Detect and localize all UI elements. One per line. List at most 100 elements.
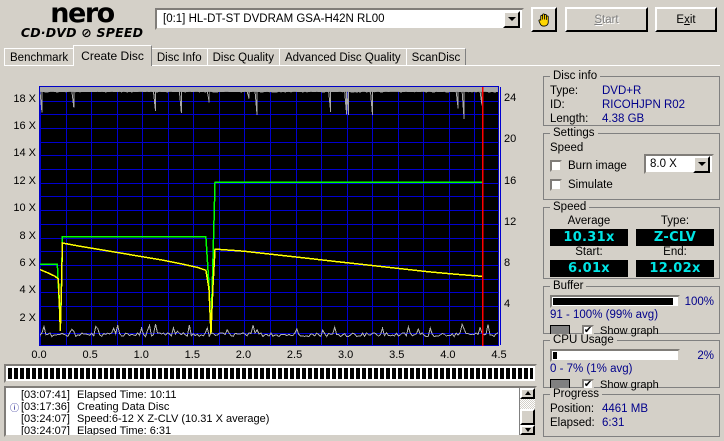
y-axis-tick-left: 4 X [19,284,36,297]
tab-benchmark[interactable]: Benchmark [4,48,75,66]
progress-segment [200,368,204,379]
progress-segment [530,368,533,379]
drive-select-combobox[interactable]: [0:1] HL-DT-ST DVDRAM GSA-H42N RL00 [155,8,524,30]
simulate-label: Simulate [568,178,613,191]
progress-segment [92,368,96,379]
log-row[interactable]: [03:07:41] Elapsed Time: 10:11 [8,389,519,401]
progress-segment [56,368,60,379]
progress-segment [344,368,348,379]
log-scrollbar[interactable] [519,388,535,435]
disc-type-label: Type: [550,85,579,97]
speed-type-value: Z-CLV [636,229,714,246]
progress-segment [332,368,336,379]
gridline-horizontal [40,333,498,334]
progress-segment [248,368,252,379]
log-panel[interactable]: [03:07:41] Elapsed Time: 10:11 ⓘ [03:17:36]… [4,386,537,437]
tab-create-disc[interactable]: Create Disc [73,45,152,66]
progress-segment [434,368,438,379]
start-button-label: Start [594,13,619,26]
gridline-vertical [142,87,143,345]
buffer-group: Buffer 100% 91 - 100% (99% avg) ✔ Show g… [543,280,720,337]
progress-segment [20,368,24,379]
speed-graph[interactable] [39,86,501,346]
tab-disc-info[interactable]: Disc Info [150,48,208,66]
start-button[interactable]: Start [565,7,648,32]
tab-advanced-disc-quality[interactable]: Advanced Disc Quality [278,48,407,66]
chevron-down-icon[interactable] [693,155,710,173]
eject-hand-icon[interactable] [531,7,557,32]
buffer-title: Buffer [550,280,587,292]
cpu-percent: 2% [697,349,714,362]
gridline-vertical [372,87,373,345]
chevron-down-icon[interactable] [503,10,520,28]
simulate-checkbox-row[interactable]: Simulate [550,176,714,193]
speed-select[interactable]: 8.0 X [644,154,714,174]
progress-segment [290,368,294,379]
log-timestamp: [03:17:36] [21,401,70,413]
log-row[interactable]: [03:24:07] Speed:6-12 X Z-CLV (10.31 X av… [8,413,519,425]
progress-segment [140,368,144,379]
tab-disc-quality[interactable]: Disc Quality [206,48,280,66]
gridline-vertical [117,87,118,345]
progress-segment [146,368,150,379]
progress-segment [62,368,66,379]
cpu-usage-title: CPU Usage [550,334,617,346]
tab-label: Disc Quality [212,51,274,64]
speed-setting-row: Speed [550,141,714,155]
y-axis-tick-right: 24 [504,92,517,105]
logo-subtitle: CD·DVD ⊘ SPEED [20,25,144,40]
progress-segment [404,368,408,379]
progress-segment [386,368,390,379]
burn-image-checkbox-row[interactable]: Burn image [550,157,714,174]
progress-segment [350,368,354,379]
gridline-vertical [398,87,399,345]
x-axis-tick: 0.0 [31,349,47,361]
exit-button[interactable]: Exit [655,7,717,32]
progress-segment [500,368,504,379]
progress-elapsed-label: Elapsed: [550,417,595,429]
log-message: Elapsed Time: 6:31 [77,425,172,435]
progress-segment [470,368,474,379]
log-row[interactable]: ⓘ [03:17:36] Creating Data Disc [8,401,519,413]
log-timestamp: [03:24:07] [21,425,70,435]
progress-segment [104,368,108,379]
disc-info-title: Disc info [550,70,601,82]
progress-segment [176,368,180,379]
progress-segment [32,368,36,379]
progress-segment [182,368,186,379]
speed-value-row-1: 10.31x Z-CLV [550,229,714,246]
scrollbar-track[interactable] [520,398,535,425]
gridline-vertical [244,87,245,345]
burn-image-label: Burn image [568,159,627,172]
progress-segment [128,368,132,379]
log-row[interactable]: [03:24:07] Elapsed Time: 6:31 [8,425,519,435]
speed-select-value: 8.0 X [650,158,677,170]
progress-segment [110,368,114,379]
hand-glyph [538,13,549,27]
progress-segment [494,368,498,379]
y-axis-tick-right: 20 [504,133,517,146]
simulate-checkbox[interactable] [550,178,562,191]
gridline-vertical [66,87,67,345]
scroll-down-icon[interactable] [520,424,535,435]
toolbar: nero CD·DVD ⊘ SPEED [0:1] HL-DT-ST DVDRA… [0,0,724,42]
progress-segment [398,368,402,379]
scroll-up-icon[interactable] [520,388,535,399]
burn-image-checkbox[interactable] [550,159,562,172]
progress-segment [302,368,306,379]
graph-plot [40,87,498,346]
speed-average-label: Average [567,215,611,227]
progress-segment [410,368,414,379]
progress-title: Progress [550,388,603,400]
tab-scandisc[interactable]: ScanDisc [405,48,467,66]
gridline-vertical [423,87,424,345]
burn-progress-fill [8,368,533,379]
scrollbar-thumb[interactable] [520,408,535,425]
gridline-horizontal [40,224,498,225]
gridline-horizontal [40,251,498,252]
buffer-percent: 100% [684,295,714,308]
gridline-vertical [296,87,297,345]
speed-start-value: 6.01x [550,260,628,277]
gridline-horizontal [40,306,498,307]
